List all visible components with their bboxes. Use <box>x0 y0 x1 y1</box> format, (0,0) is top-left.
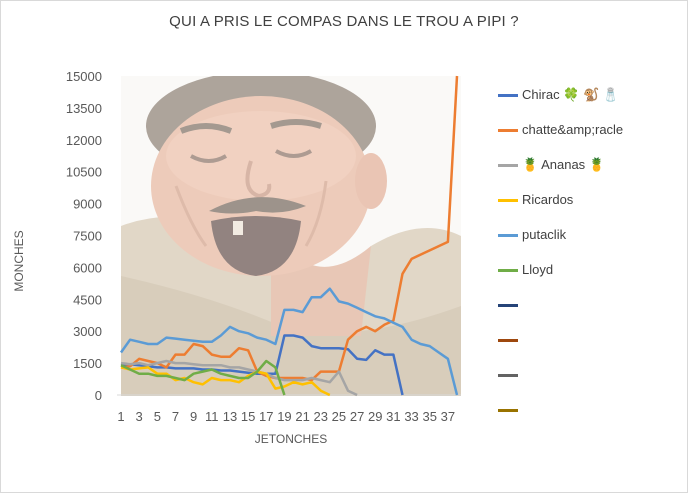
legend-swatch <box>498 268 518 272</box>
legend-item <box>498 400 522 420</box>
legend-label: putaclik <box>522 227 567 242</box>
legend-item <box>498 365 522 385</box>
series-line-2 <box>120 75 459 382</box>
legend-item: Ricardos <box>498 190 573 210</box>
series-line-3 <box>120 359 358 397</box>
x-tick-label: 21 <box>295 409 309 424</box>
legend-swatch <box>498 93 518 97</box>
y-tick-label: 9000 <box>73 197 102 212</box>
x-tick-label: 7 <box>172 409 179 424</box>
x-axis-label: JETONCHES <box>254 432 328 446</box>
legend-item <box>498 330 522 350</box>
legend-label: chatte&amp;racle <box>522 122 624 137</box>
y-tick-label: 10500 <box>66 165 102 180</box>
legend-label: Chirac 🍀 🐒 🧂 <box>522 87 619 102</box>
x-tick-label: 37 <box>441 409 455 424</box>
legend-swatch <box>498 198 518 202</box>
y-tick-label: 7500 <box>73 229 102 244</box>
legend-item: Lloyd <box>498 260 553 280</box>
y-tick-label: 3000 <box>73 324 102 339</box>
y-axis-label: MONCHES <box>12 230 26 292</box>
laughing-man-photo <box>121 76 461 396</box>
chart-title: QUI A PRIS LE COMPAS DANS LE TROU A PIPI… <box>169 13 519 30</box>
x-axis: 1 3 5 7 9 11 13 15 17 19 21 23 25 27 29 31 33 35 37 <box>117 394 461 424</box>
legend-label: Ricardos <box>522 192 574 207</box>
x-tick-label: 5 <box>154 409 161 424</box>
x-tick-label: 31 <box>386 409 400 424</box>
x-tick-label: 19 <box>277 409 291 424</box>
x-tick-label: 29 <box>368 409 382 424</box>
y-tick-label: 0 <box>95 388 102 403</box>
x-tick-label: 9 <box>190 409 197 424</box>
series-lines <box>119 75 459 397</box>
legend-item: putaclik <box>498 225 566 245</box>
y-tick-label: 15000 <box>66 69 102 84</box>
x-tick-label: 15 <box>241 409 255 424</box>
y-tick-label: 6000 <box>73 260 102 275</box>
x-tick-label: 3 <box>136 409 143 424</box>
x-tick-label: 25 <box>332 409 346 424</box>
y-tick-label: 13500 <box>66 101 102 116</box>
series-line-4 <box>120 366 331 397</box>
x-tick-label: 13 <box>223 409 237 424</box>
x-tick-label: 33 <box>404 409 418 424</box>
x-tick-label: 23 <box>314 409 328 424</box>
legend-swatch <box>498 303 518 307</box>
y-tick-label: 12000 <box>66 133 102 148</box>
x-tick-label: 27 <box>350 409 364 424</box>
legend-item <box>498 295 522 315</box>
legend-label: Lloyd <box>522 262 554 277</box>
y-tick-label: 4500 <box>73 292 102 307</box>
series-line-5 <box>119 287 459 396</box>
x-tick-label: 11 <box>205 409 219 424</box>
legend-swatch <box>498 408 518 412</box>
legend-swatch <box>498 128 518 132</box>
series-line-6 <box>120 359 286 396</box>
y-axis: 0 1500 3000 4500 6000 7500 9000 10500 12000 13500… <box>66 69 102 403</box>
legend-item: Chirac 🍀 🐒 🧂 <box>498 85 619 105</box>
legend-item: chatte&amp;racle <box>498 120 623 140</box>
legend-swatch <box>498 163 518 167</box>
y-tick-label: 1500 <box>73 356 102 371</box>
x-tick-label: 35 <box>422 409 436 424</box>
legend-item: 🍍 Ananas 🍍 <box>498 155 605 175</box>
legend-swatch <box>498 233 518 237</box>
x-tick-label: 17 <box>259 409 273 424</box>
legend-label: 🍍 Ananas 🍍 <box>522 157 605 172</box>
x-tick-label: 1 <box>117 409 124 424</box>
legend-swatch <box>498 373 518 377</box>
legend-swatch <box>498 338 518 342</box>
